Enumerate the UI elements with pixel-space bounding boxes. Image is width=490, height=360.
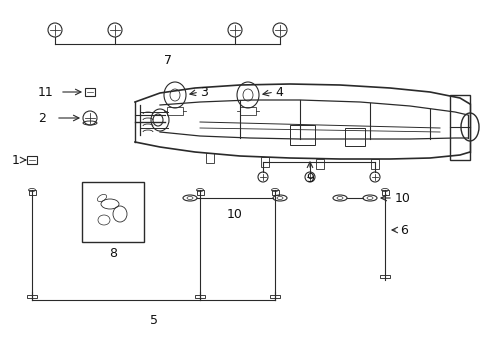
Text: 8: 8	[109, 247, 117, 260]
Bar	[195, 295, 205, 298]
Bar	[382, 190, 389, 195]
Bar	[206, 153, 214, 163]
Bar	[82, 182, 144, 242]
Text: 9: 9	[306, 172, 314, 185]
Text: 1: 1	[12, 153, 20, 166]
Bar	[316, 159, 324, 168]
Bar	[380, 275, 390, 278]
Bar	[27, 295, 37, 298]
Bar	[167, 107, 183, 115]
Bar	[240, 107, 256, 115]
Text: 3: 3	[200, 86, 208, 99]
Bar	[450, 95, 470, 160]
Bar	[270, 295, 280, 298]
Bar	[85, 88, 95, 96]
Bar	[27, 156, 37, 164]
Bar	[28, 190, 35, 195]
Bar	[345, 128, 365, 146]
Text: 10: 10	[395, 192, 411, 204]
Text: 11: 11	[38, 86, 54, 99]
Bar	[261, 157, 269, 167]
Text: 7: 7	[164, 54, 171, 67]
Text: 5: 5	[149, 314, 157, 327]
Text: 2: 2	[38, 112, 46, 125]
Bar	[371, 159, 379, 169]
Text: 4: 4	[275, 86, 283, 99]
Bar	[271, 190, 278, 195]
Bar	[290, 125, 315, 145]
Bar	[196, 190, 203, 195]
Text: 10: 10	[227, 208, 243, 221]
Text: 6: 6	[400, 224, 408, 237]
